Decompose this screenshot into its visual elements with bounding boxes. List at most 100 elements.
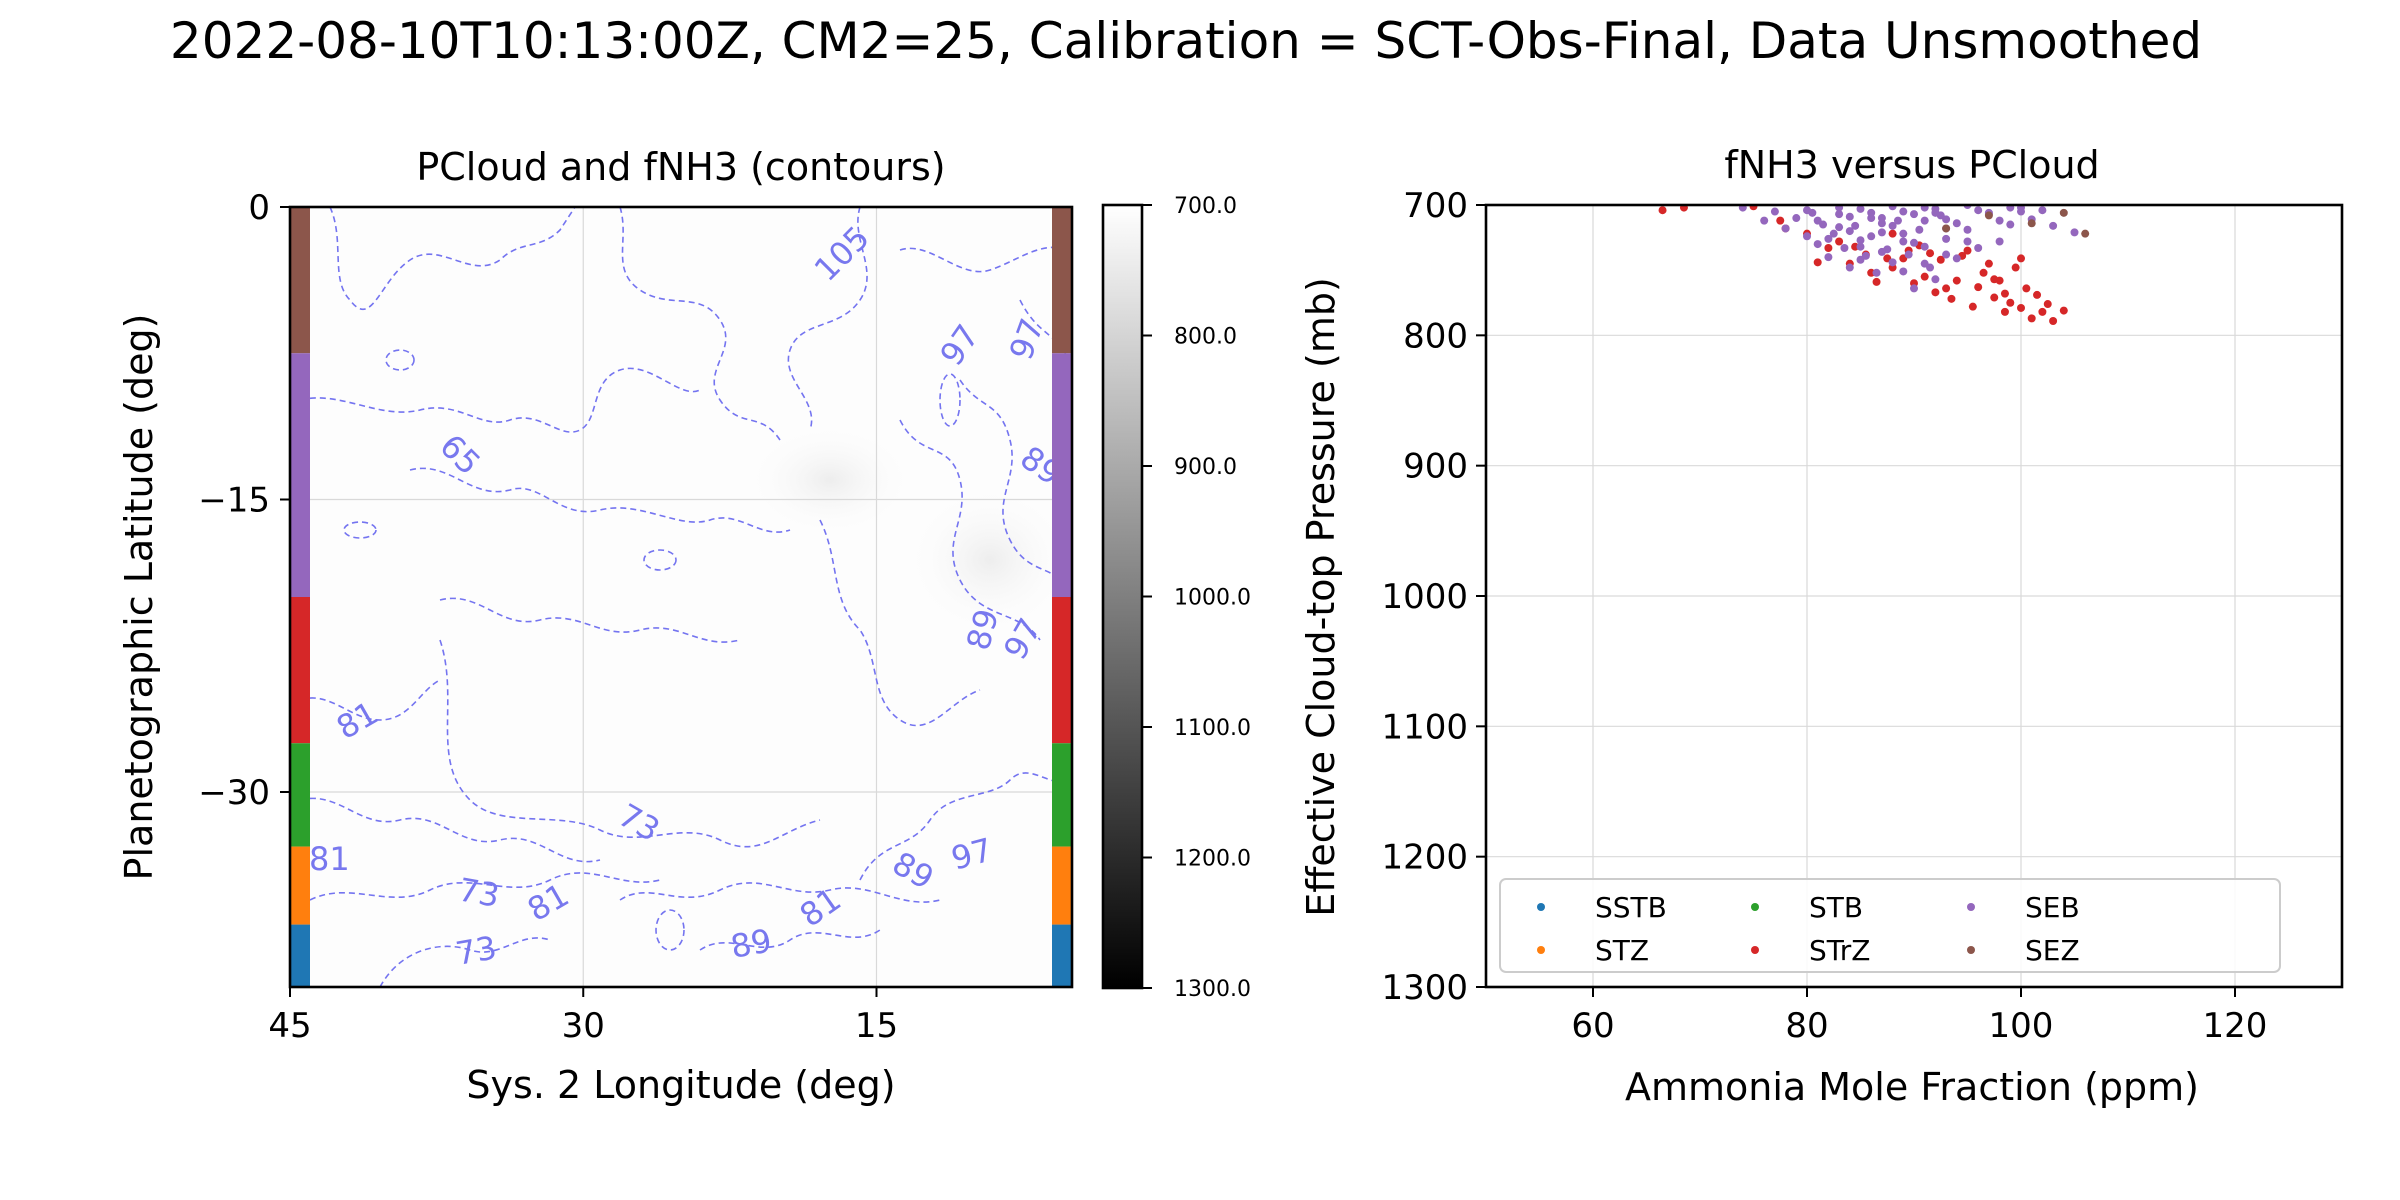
point-seb: [1920, 205, 1929, 212]
point-seb: [2006, 205, 2015, 212]
scatter-ytick-label: 800: [1403, 316, 1468, 356]
point-seb: [2006, 220, 2015, 229]
scatter-grid: [1486, 204, 2342, 988]
point-seb: [1910, 238, 1918, 247]
point-seb: [1920, 216, 1929, 225]
band-strip-left: [290, 924, 310, 987]
map-xlabel: Sys. 2 Longitude (deg): [466, 1063, 895, 1107]
map-panel: PCloud and fNH3 (contours): [117, 145, 1074, 1107]
band-strip-right: [1052, 597, 1072, 744]
legend-label-seb: SEB: [2025, 891, 2080, 924]
band-strip-left: [290, 597, 310, 744]
point-seb: [1770, 207, 1779, 216]
point-sez: [1984, 211, 1993, 220]
colorbar-gradient: [1103, 205, 1142, 988]
point-seb: [1867, 208, 1876, 217]
band-strip-left: [290, 846, 310, 925]
point-seb: [1974, 244, 1983, 253]
band-strip-left: [290, 207, 310, 354]
colorbar-tick-label: 700.0: [1174, 194, 1237, 219]
point-strz: [2033, 290, 2042, 299]
point-seb: [1803, 206, 1811, 215]
point-seb: [1974, 206, 1983, 215]
legend-marker-stz: [1537, 946, 1545, 954]
point-strz: [1824, 244, 1833, 253]
point-seb: [2017, 207, 2025, 216]
legend-label-sstb: SSTB: [1595, 891, 1667, 924]
point-seb: [1963, 237, 1972, 246]
contour-line: [439, 597, 741, 643]
legend-label-stz: STZ: [1595, 934, 1649, 967]
point-seb: [1915, 225, 1924, 234]
scatter-xtick-label: 100: [1989, 1006, 2054, 1046]
legend-marker-stb: [1751, 903, 1759, 911]
contour-line: [329, 207, 576, 311]
point-seb: [1872, 268, 1881, 277]
scatter-ytick-label: 1300: [1381, 968, 1468, 1008]
contour-line: [385, 349, 415, 371]
point-strz: [1952, 276, 1961, 285]
map-ytick-label: −15: [198, 481, 270, 521]
point-strz: [2059, 306, 2068, 315]
contour-label: 73: [456, 870, 503, 914]
pcloud-shading: [740, 420, 1072, 640]
point-seb: [1899, 207, 1908, 216]
legend-marker-sstb: [1537, 903, 1545, 911]
fnh3-contours: [299, 207, 1072, 987]
colorbar-tick-label: 1000.0: [1174, 586, 1251, 611]
map-xtick-label: 45: [268, 1006, 311, 1046]
point-strz: [1776, 216, 1785, 225]
scatter-title: fNH3 versus PCloud: [1724, 143, 2099, 187]
point-seb: [1877, 214, 1886, 223]
point-seb: [1942, 250, 1951, 259]
contour-line: [859, 772, 1072, 881]
point-strz: [2038, 307, 2047, 316]
point-seb: [1942, 234, 1951, 243]
point-seb: [1835, 223, 1844, 232]
scatter-ticks: 60 80 100 120 700 800 900 1000 1100 1200 1300: [1381, 186, 2267, 1046]
contour-label: 73: [453, 928, 500, 972]
map-ytick-label: −30: [198, 773, 270, 813]
colorbar-tick-label: 1300.0: [1174, 977, 1251, 1002]
contour-line: [1019, 299, 1072, 371]
point-seb: [1877, 228, 1886, 237]
point-seb: [1888, 258, 1897, 267]
point-strz: [2049, 316, 2058, 325]
point-seb: [1899, 237, 1908, 246]
figure-title: 2022-08-10T10:13:00Z, CM2=25, Calibratio…: [170, 12, 2202, 70]
scatter-xtick-label: 60: [1571, 1006, 1614, 1046]
scatter-ylabel: Effective Cloud-top Pressure (mb): [1299, 277, 1343, 917]
point-seb: [1931, 275, 1940, 284]
point-seb: [1931, 208, 1940, 217]
point-seb: [1840, 244, 1849, 253]
point-seb: [1781, 224, 1790, 233]
point-seb: [1942, 215, 1951, 224]
scatter-ytick-label: 900: [1403, 447, 1468, 487]
colorbar-tick-label: 1100.0: [1174, 716, 1251, 741]
point-seb: [2038, 206, 2047, 215]
scatter-ytick-label: 1200: [1381, 838, 1468, 878]
scatter-ytick-label: 700: [1403, 186, 1468, 226]
contour-label: 89: [728, 921, 775, 965]
point-seb: [2070, 228, 2079, 237]
scatter-xtick-label: 120: [2203, 1006, 2268, 1046]
point-strz: [2006, 298, 2015, 307]
point-seb: [1899, 267, 1908, 276]
band-strip-left: [290, 743, 310, 847]
point-seb: [1813, 216, 1822, 225]
point-seb: [1904, 250, 1913, 259]
scatter-points: [1658, 205, 2090, 325]
contour-line: [899, 419, 1041, 641]
point-strz: [1813, 258, 1822, 267]
point-strz: [1872, 277, 1881, 286]
point-seb: [1856, 205, 1865, 213]
colorbar-tick-label: 800.0: [1174, 325, 1237, 350]
map-xtick-label: 15: [855, 1006, 898, 1046]
point-strz: [1942, 284, 1951, 293]
point-strz: [2000, 289, 2009, 298]
point-strz: [1984, 259, 1993, 268]
contour-line: [699, 929, 881, 951]
scatter-xlabel: Ammonia Mole Fraction (ppm): [1625, 1065, 2199, 1109]
point-strz: [1749, 205, 1758, 211]
legend-box: [1499, 878, 2281, 973]
